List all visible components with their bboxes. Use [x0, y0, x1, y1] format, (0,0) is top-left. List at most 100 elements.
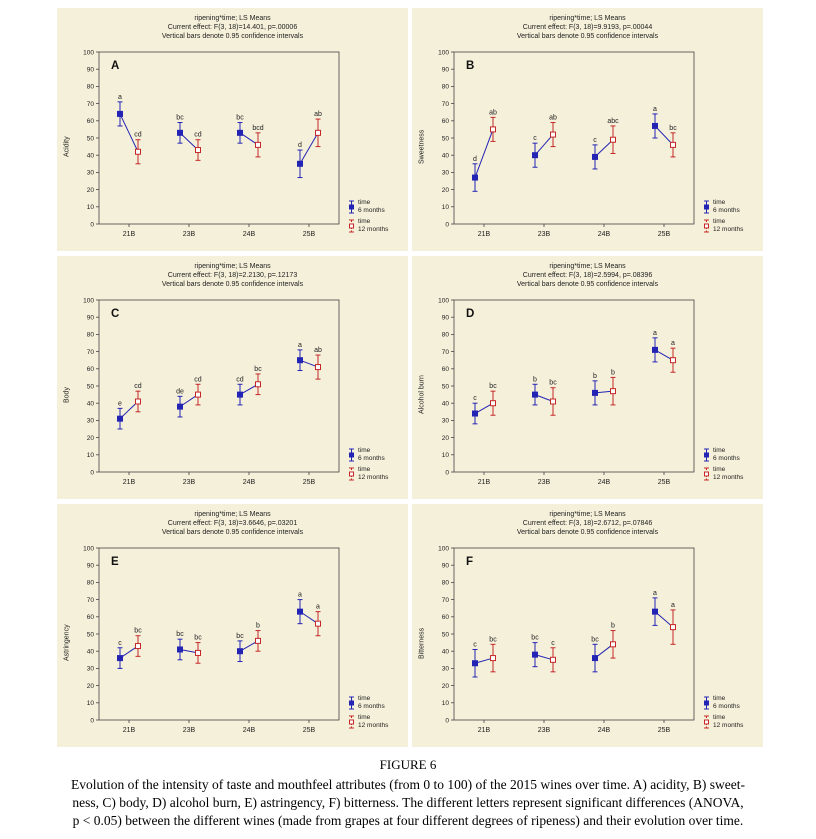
svg-text:C: C: [111, 308, 119, 320]
panel-a-legend: time 6 months time 12 months: [345, 44, 405, 250]
panel-c-legend: time 6 months time 12 months: [345, 292, 405, 498]
svg-text:80: 80: [87, 580, 95, 587]
svg-text:bc: bc: [489, 636, 497, 643]
svg-text:bc: bc: [236, 633, 244, 640]
panel-a-chart: 0 10 20 30 40 50 60 70 80 90 100 21B 23B 24B 25B Aa bc bc…: [83, 49, 340, 238]
svg-text:c: c: [593, 137, 597, 144]
svg-text:25B: 25B: [658, 479, 671, 486]
panel-title: ripening*time; LS Means: [194, 263, 271, 270]
svg-text:A: A: [111, 60, 119, 72]
panel-b-legend: time 6 months time 12 months: [700, 44, 760, 250]
svg-text:bc: bc: [549, 380, 557, 387]
legend-item-12-months: time 12 months: [700, 218, 760, 234]
svg-text:0: 0: [445, 717, 449, 724]
svg-text:ab: ab: [314, 111, 322, 118]
figure-panel-d: ripening*time; LS Means Current effect: F…: [412, 256, 763, 499]
panel-f-header: ripening*time; LS Means Current effect: F…: [412, 510, 763, 537]
svg-text:20: 20: [87, 683, 95, 690]
svg-text:10: 10: [87, 204, 95, 211]
legend-item-12-months: time 12 months: [345, 466, 405, 482]
svg-text:0: 0: [90, 221, 94, 228]
svg-text:0: 0: [90, 717, 94, 724]
panel-e-body: Astringency 0 10 20 30 40 50 60 70 80 90 100 21B 23B 2…: [57, 540, 408, 746]
svg-text:40: 40: [442, 401, 450, 408]
panel-note: Vertical bars denote 0.95 confidence int…: [161, 281, 304, 288]
svg-text:60: 60: [442, 366, 450, 373]
svg-text:F: F: [466, 556, 473, 568]
figure-panel-a: ripening*time; LS Means Current effect: F…: [57, 8, 408, 251]
svg-text:23B: 23B: [538, 479, 551, 486]
legend-label: time 6 months: [713, 447, 740, 462]
figure-panel-f: ripening*time; LS Means Current effect: F…: [412, 504, 763, 747]
panel-subtitle: Current effect: F(3, 18)=9.9193, p=.0004…: [522, 24, 653, 31]
legend-label: time 6 months: [358, 695, 385, 710]
legend-errorbar-marker-icon: [704, 448, 709, 462]
figure-panel-c: ripening*time; LS Means Current effect: F…: [57, 256, 408, 499]
svg-text:80: 80: [442, 332, 450, 339]
svg-text:24B: 24B: [243, 479, 256, 486]
svg-text:a: a: [653, 106, 657, 113]
panel-subtitle: Current effect: F(3, 18)=2.5994, p=.0839…: [522, 272, 653, 279]
panel-b-header: ripening*time; LS Means Current effect: F…: [412, 14, 763, 41]
svg-text:21B: 21B: [478, 479, 491, 486]
panel-title: ripening*time; LS Means: [194, 15, 271, 22]
panel-note: Vertical bars denote 0.95 confidence int…: [516, 529, 659, 536]
svg-text:c: c: [473, 641, 477, 648]
svg-text:30: 30: [87, 170, 95, 177]
panel-subtitle: Current effect: F(3, 18)=2.2130, p=.1217…: [167, 272, 298, 279]
figure-caption-text: Evolution of the intensity of taste and …: [0, 776, 816, 830]
svg-text:c: c: [118, 640, 122, 647]
svg-text:100: 100: [438, 545, 449, 552]
svg-text:b: b: [256, 623, 260, 630]
svg-text:80: 80: [87, 84, 95, 91]
svg-text:25B: 25B: [303, 727, 316, 734]
panel-title: ripening*time; LS Means: [549, 511, 626, 518]
svg-text:100: 100: [438, 49, 449, 56]
svg-text:70: 70: [442, 101, 450, 108]
panel-c-header: ripening*time; LS Means Current effect: F…: [57, 262, 408, 289]
svg-text:60: 60: [87, 118, 95, 125]
svg-text:10: 10: [442, 452, 450, 459]
legend-errorbar-marker-icon: [704, 200, 709, 214]
panel-e-chart: 0 10 20 30 40 50 60 70 80 90 100 21B 23B 24B 25B Ec bc bc…: [83, 545, 340, 734]
panel-subtitle: Current effect: F(3, 18)=2.6712, p=.0784…: [522, 520, 653, 527]
svg-text:23B: 23B: [183, 479, 196, 486]
legend-item-6-months: time 6 months: [700, 447, 760, 463]
svg-text:abc: abc: [607, 118, 619, 125]
svg-text:10: 10: [442, 700, 450, 707]
figure-panel-e: ripening*time; LS Means Current effect: F…: [57, 504, 408, 747]
svg-text:80: 80: [442, 580, 450, 587]
svg-text:90: 90: [442, 563, 450, 570]
svg-text:20: 20: [442, 187, 450, 194]
svg-text:10: 10: [87, 452, 95, 459]
legend-errorbar-marker-icon: [704, 715, 709, 729]
svg-text:24B: 24B: [243, 727, 256, 734]
legend-item-12-months: time 12 months: [345, 218, 405, 234]
svg-text:ab: ab: [549, 115, 557, 122]
legend-errorbar-marker-icon: [349, 467, 354, 481]
svg-text:23B: 23B: [538, 231, 551, 238]
svg-text:bc: bc: [591, 636, 599, 643]
y-axis-label: Bitterness: [418, 627, 426, 659]
legend-item-6-months: time 6 months: [345, 447, 405, 463]
svg-text:70: 70: [87, 597, 95, 604]
svg-text:50: 50: [442, 383, 450, 390]
svg-text:40: 40: [87, 401, 95, 408]
svg-text:b: b: [611, 369, 615, 376]
svg-text:bc: bc: [176, 631, 184, 638]
panel-b-chart: 0 10 20 30 40 50 60 70 80 90 100 21B 23B 24B 25B Bd c c a a…: [438, 49, 695, 238]
svg-text:100: 100: [83, 545, 94, 552]
legend-label: time 12 months: [358, 714, 389, 729]
svg-text:25B: 25B: [303, 479, 316, 486]
svg-text:50: 50: [87, 135, 95, 142]
panel-subtitle: Current effect: F(3, 18)=3.6646, p=.0320…: [167, 520, 298, 527]
svg-text:21B: 21B: [478, 231, 491, 238]
svg-text:60: 60: [442, 118, 450, 125]
svg-text:20: 20: [442, 435, 450, 442]
panel-a-body: Acidity 0 10 20 30 40 50 60 70 80 90 100 21B 23B 24B 25…: [57, 44, 408, 250]
svg-text:90: 90: [87, 67, 95, 74]
legend-item-6-months: time 6 months: [700, 695, 760, 711]
legend-errorbar-marker-icon: [704, 696, 709, 710]
svg-text:23B: 23B: [183, 231, 196, 238]
